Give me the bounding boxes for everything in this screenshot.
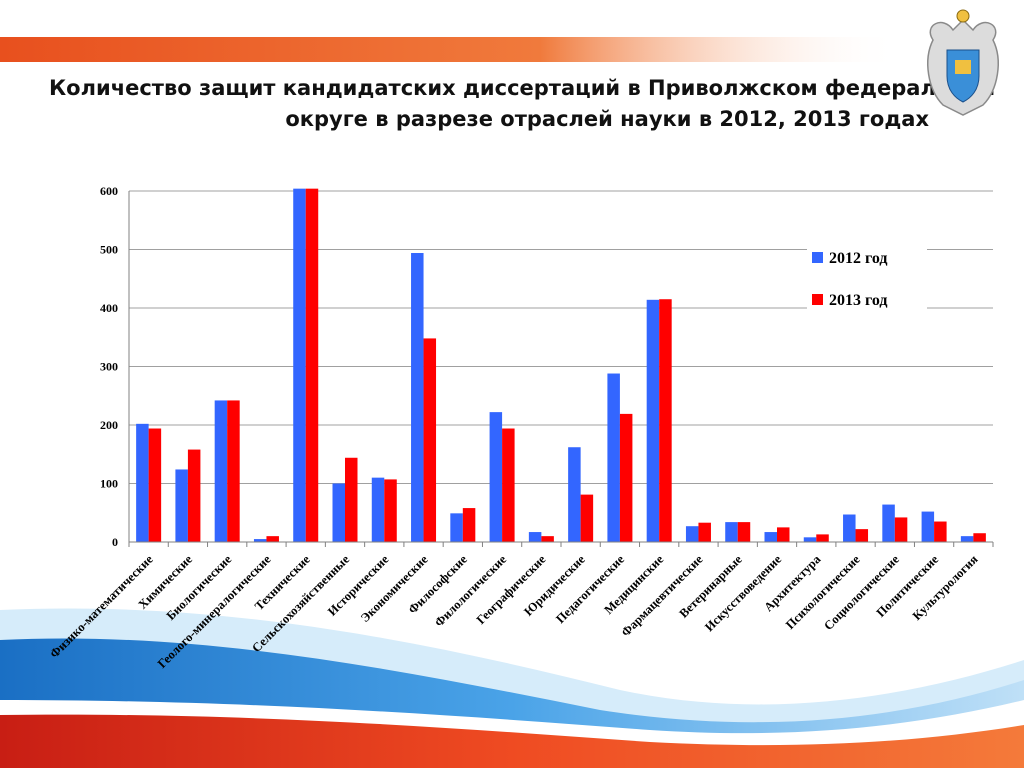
bar-series-2 xyxy=(894,517,908,542)
y-tick-label: 400 xyxy=(100,301,118,315)
y-tick-label: 300 xyxy=(100,360,118,374)
x-category-label: Педагогические xyxy=(553,552,627,626)
bar-series-1 xyxy=(175,469,188,542)
bar-series-1 xyxy=(764,532,777,542)
bar-series-1 xyxy=(411,253,424,542)
bar-series-2 xyxy=(934,521,947,542)
bar-series-2 xyxy=(855,529,869,542)
legend-swatch xyxy=(812,252,823,263)
header-stripe xyxy=(0,37,900,62)
chart-legend: 2012 год 2013 год xyxy=(807,232,927,322)
bar-series-2 xyxy=(227,400,240,542)
legend-box xyxy=(807,232,927,322)
bar-series-1 xyxy=(646,299,660,542)
legend-swatch xyxy=(812,294,823,305)
x-category-label: Филологические xyxy=(432,552,510,630)
bar-series-1 xyxy=(803,537,817,542)
x-category-label: Географические xyxy=(474,552,549,627)
bar-series-2 xyxy=(266,536,279,542)
bar-series-2 xyxy=(698,522,711,542)
page-title: Количество защит кандидатских диссертаци… xyxy=(49,73,996,135)
x-axis xyxy=(128,191,994,547)
bar-series-1 xyxy=(921,511,935,542)
y-tick-label: 200 xyxy=(100,418,118,432)
bar-series-1 xyxy=(882,504,895,542)
chart-bars xyxy=(136,188,986,542)
bar-series-2 xyxy=(345,457,358,542)
bar-series-2 xyxy=(305,188,319,542)
bar-series-2 xyxy=(502,428,515,542)
double-headed-eagle-emblem xyxy=(927,9,999,116)
bar-series-2 xyxy=(973,533,986,542)
bar-series-1 xyxy=(450,513,463,542)
bar-series-2 xyxy=(777,527,790,542)
y-tick-label: 500 xyxy=(100,243,118,257)
bar-series-2 xyxy=(619,413,633,542)
bar-series-2 xyxy=(384,479,397,542)
bar-series-2 xyxy=(148,428,162,542)
chart-gridlines xyxy=(129,190,993,484)
bar-series-1 xyxy=(528,532,542,542)
page-title-line-2: округе в разрезе отраслей науки в 2012, … xyxy=(285,107,929,131)
bar-series-1 xyxy=(253,539,267,542)
page-title-line-1: Количество защит кандидатских диссертаци… xyxy=(49,76,996,100)
bar-series-1 xyxy=(725,522,738,542)
bar-series-1 xyxy=(293,188,306,542)
bar-series-2 xyxy=(580,494,594,542)
bar-series-2 xyxy=(737,522,751,542)
bar-series-2 xyxy=(423,338,437,542)
bar-series-1 xyxy=(214,400,228,542)
y-axis-tick-labels: 0 100 200 300 400 500 600 xyxy=(100,184,118,549)
bar-series-1 xyxy=(489,412,503,542)
bar-series-1 xyxy=(960,536,974,542)
legend-label: 2013 год xyxy=(829,292,888,309)
bar-series-1 xyxy=(568,447,581,542)
x-category-label: Экономические xyxy=(358,552,431,625)
x-axis-category-labels: Физико-математическиеХимическиеБиологиче… xyxy=(47,552,981,671)
bar-series-1 xyxy=(332,483,345,542)
legend-label: 2012 год xyxy=(829,250,888,267)
bar-series-1 xyxy=(685,526,699,542)
y-tick-label: 600 xyxy=(100,184,118,198)
bar-series-2 xyxy=(187,449,201,542)
bar-series-1 xyxy=(607,373,620,542)
bar-series-2 xyxy=(462,508,476,542)
bar-series-2 xyxy=(541,536,554,542)
footer-wave-red xyxy=(0,714,1024,768)
bar-series-2 xyxy=(659,299,672,542)
y-tick-label: 0 xyxy=(112,535,118,549)
bar-series-2 xyxy=(816,534,829,542)
bar-series-1 xyxy=(371,477,385,542)
y-tick-label: 100 xyxy=(100,477,118,491)
bar-series-1 xyxy=(136,423,149,542)
bar-series-1 xyxy=(843,514,856,542)
